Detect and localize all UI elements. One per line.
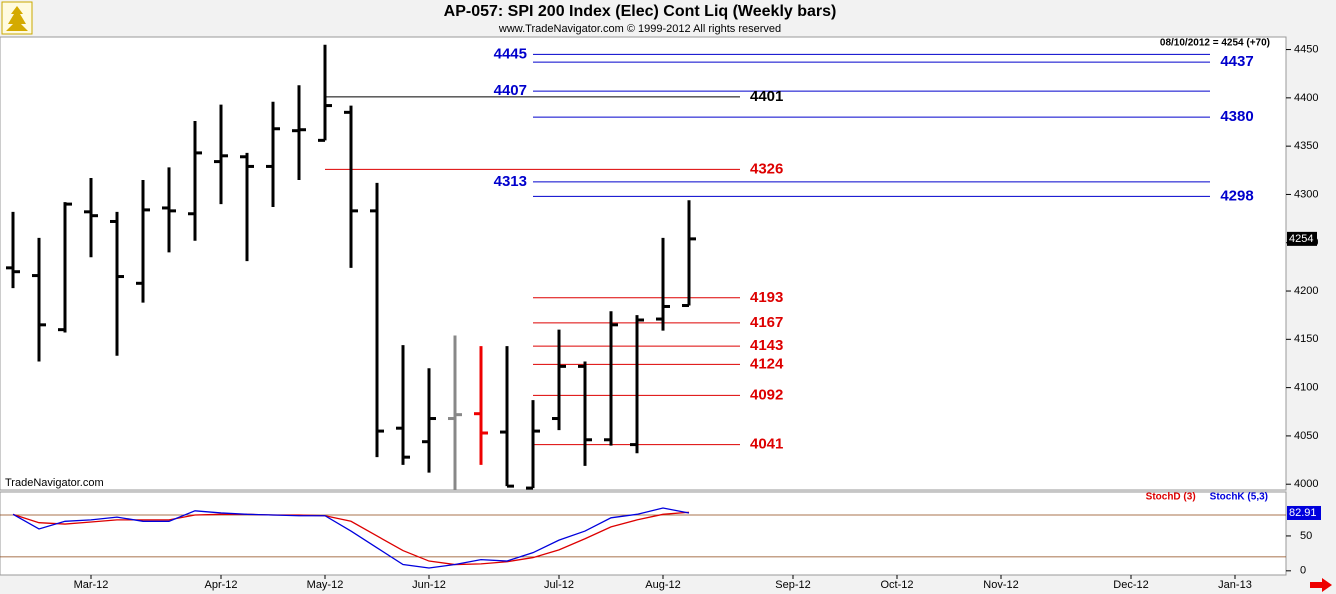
y-tick-label: 4200 bbox=[1294, 285, 1318, 297]
y-tick-label: 0 bbox=[1300, 565, 1306, 577]
last-price-label: 4254 bbox=[1289, 233, 1313, 245]
x-tick-label: Jul-12 bbox=[544, 579, 574, 591]
legend-entry: StochD (3) bbox=[1146, 492, 1196, 503]
last-quote: 08/10/2012 = 4254 (+70) bbox=[1160, 38, 1270, 49]
stoch-line bbox=[12, 511, 690, 566]
level-label: 4298 bbox=[1220, 187, 1253, 204]
last-value-box bbox=[1287, 505, 1321, 520]
y-tick-label: 4150 bbox=[1294, 333, 1318, 345]
level-label: 4143 bbox=[750, 337, 783, 354]
y-tick-label: 50 bbox=[1300, 530, 1312, 542]
price-panel bbox=[0, 36, 1287, 491]
y-tick-label: 4000 bbox=[1294, 478, 1318, 490]
level-label: 4380 bbox=[1220, 108, 1253, 125]
x-tick-label: Aug-12 bbox=[645, 579, 680, 591]
x-tick-label: Dec-12 bbox=[1113, 579, 1148, 591]
x-tick-label: Jan-13 bbox=[1218, 579, 1252, 591]
y-tick-label: 4400 bbox=[1294, 92, 1318, 104]
x-tick-label: May-12 bbox=[307, 579, 344, 591]
x-tick-label: Sep-12 bbox=[775, 579, 810, 591]
y-tick-label: 4450 bbox=[1294, 43, 1318, 55]
level-label: 4092 bbox=[750, 386, 783, 403]
x-tick-label: Nov-12 bbox=[983, 579, 1018, 591]
watermark: TradeNavigator.com bbox=[5, 477, 104, 489]
y-tick-label: 4350 bbox=[1294, 140, 1318, 152]
level-label: 4407 bbox=[494, 82, 527, 99]
level-label: 4313 bbox=[494, 173, 527, 190]
chart-title: AP-057: SPI 200 Index (Elec) Cont Liq (W… bbox=[444, 3, 837, 20]
scroll-arrow[interactable] bbox=[1310, 578, 1332, 592]
x-tick-label: Apr-12 bbox=[204, 579, 237, 591]
logo bbox=[1, 1, 33, 35]
level-label: 4124 bbox=[750, 355, 784, 372]
stoch-panel bbox=[0, 491, 1287, 576]
last-value-label: 82.91 bbox=[1289, 507, 1317, 519]
x-tick-label: Mar-12 bbox=[74, 579, 109, 591]
level-label: 4437 bbox=[1220, 53, 1253, 70]
y-tick-label: 4100 bbox=[1294, 382, 1318, 394]
y-tick-label: 4300 bbox=[1294, 188, 1318, 200]
last-price-box bbox=[1287, 231, 1317, 246]
level-label: 4041 bbox=[750, 436, 783, 453]
level-label: 4326 bbox=[750, 160, 783, 177]
x-tick-label: Jun-12 bbox=[412, 579, 446, 591]
level-label: 4193 bbox=[750, 289, 783, 306]
level-label: 4401 bbox=[750, 88, 783, 105]
stoch-line bbox=[12, 507, 690, 569]
legend-entry: StochK (5,3) bbox=[1210, 492, 1268, 503]
x-tick-label: Oct-12 bbox=[880, 579, 913, 591]
level-label: 4445 bbox=[494, 45, 527, 62]
subtitle: www.TradeNavigator.com © 1999-2012 All r… bbox=[498, 23, 781, 35]
level-label: 4167 bbox=[750, 314, 783, 331]
y-tick-label: 4050 bbox=[1294, 430, 1318, 442]
